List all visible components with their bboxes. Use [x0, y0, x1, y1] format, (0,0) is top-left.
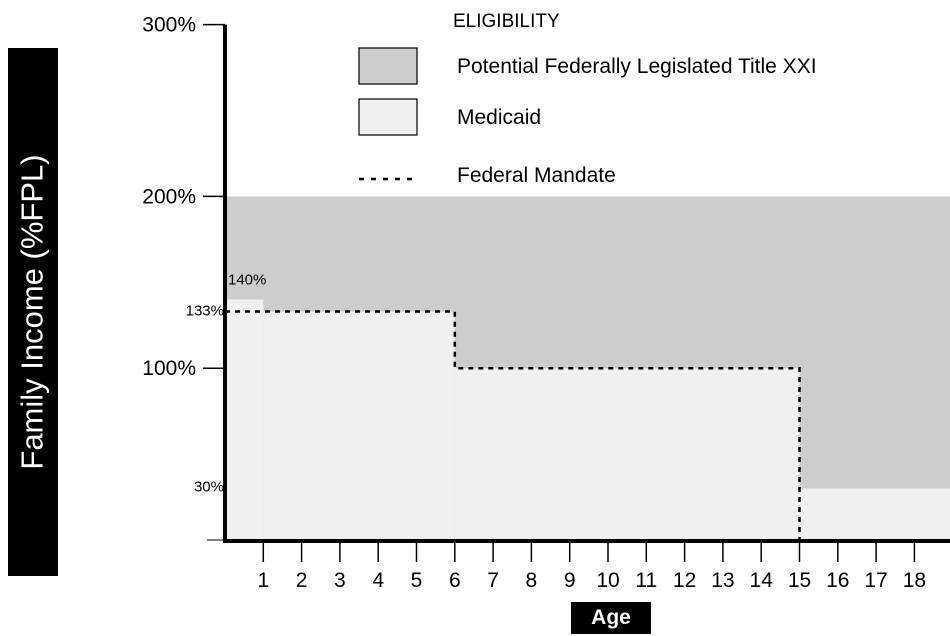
x-tick-label-14: 14 [750, 569, 774, 592]
legend-label-0: Potential Federally Legislated Title XXI [457, 55, 817, 78]
y-axis-label-box: Family Income (%FPL) [8, 48, 58, 576]
annotation-140: 140% [228, 271, 266, 288]
legend-swatch-1 [358, 98, 418, 136]
x-tick-label-3: 3 [334, 569, 346, 592]
x-tick-label-9: 9 [564, 569, 576, 592]
x-tick-label-4: 4 [372, 569, 384, 592]
fill-layer [225, 196, 950, 540]
medicaid-area-1 [263, 311, 455, 540]
federal-mandate-path [225, 310, 801, 540]
x-tick-label-6: 6 [449, 569, 461, 592]
annotation-30: 30% [194, 478, 224, 495]
axes [223, 24, 950, 543]
x-tick-label-13: 13 [711, 569, 734, 592]
legend-title: ELIGIBILITY [453, 11, 560, 32]
medicaid-area-2 [454, 368, 800, 540]
x-tick-label-17: 17 [864, 569, 887, 592]
annotation-133: 133% [186, 303, 224, 320]
x-tick-label-8: 8 [526, 569, 538, 592]
x-axis-label-box: Age [571, 602, 651, 634]
x-tick-label-5: 5 [411, 569, 423, 592]
x-tick-label-12: 12 [673, 569, 696, 592]
x-tick-label-16: 16 [826, 569, 849, 592]
x-tick-label-11: 11 [635, 569, 657, 592]
x-tick-label-18: 18 [903, 569, 926, 592]
legend-label-2: Federal Mandate [457, 164, 616, 187]
y-axis-label: Family Income (%FPL) [15, 154, 51, 470]
x-tick-label-1: 1 [257, 569, 269, 592]
x-tick-label-2: 2 [296, 569, 308, 592]
legend-label-1: Medicaid [457, 106, 541, 129]
y-tick-label-300: 300% [142, 14, 196, 37]
tick-layer: 300%200%100%140%133%30%1 2 3 4 5 6 7 8 9 10 11 12 13… [142, 14, 926, 592]
legend-swatch-0 [358, 47, 418, 85]
x-tick-label-10: 10 [596, 569, 619, 592]
legend: ELIGIBILITY Potential Federally Legislate… [358, 11, 817, 187]
x-tick-label-15: 15 [788, 569, 811, 592]
y-tick-label-100: 100% [142, 357, 196, 380]
y-tick-label-200: 200% [142, 185, 196, 208]
x-axis-label: Age [591, 606, 631, 629]
x-tick-label-7: 7 [487, 569, 499, 592]
medicaid-area-0 [225, 299, 264, 540]
federal-mandate-line [225, 310, 801, 540]
medicaid-area-3 [799, 488, 950, 540]
